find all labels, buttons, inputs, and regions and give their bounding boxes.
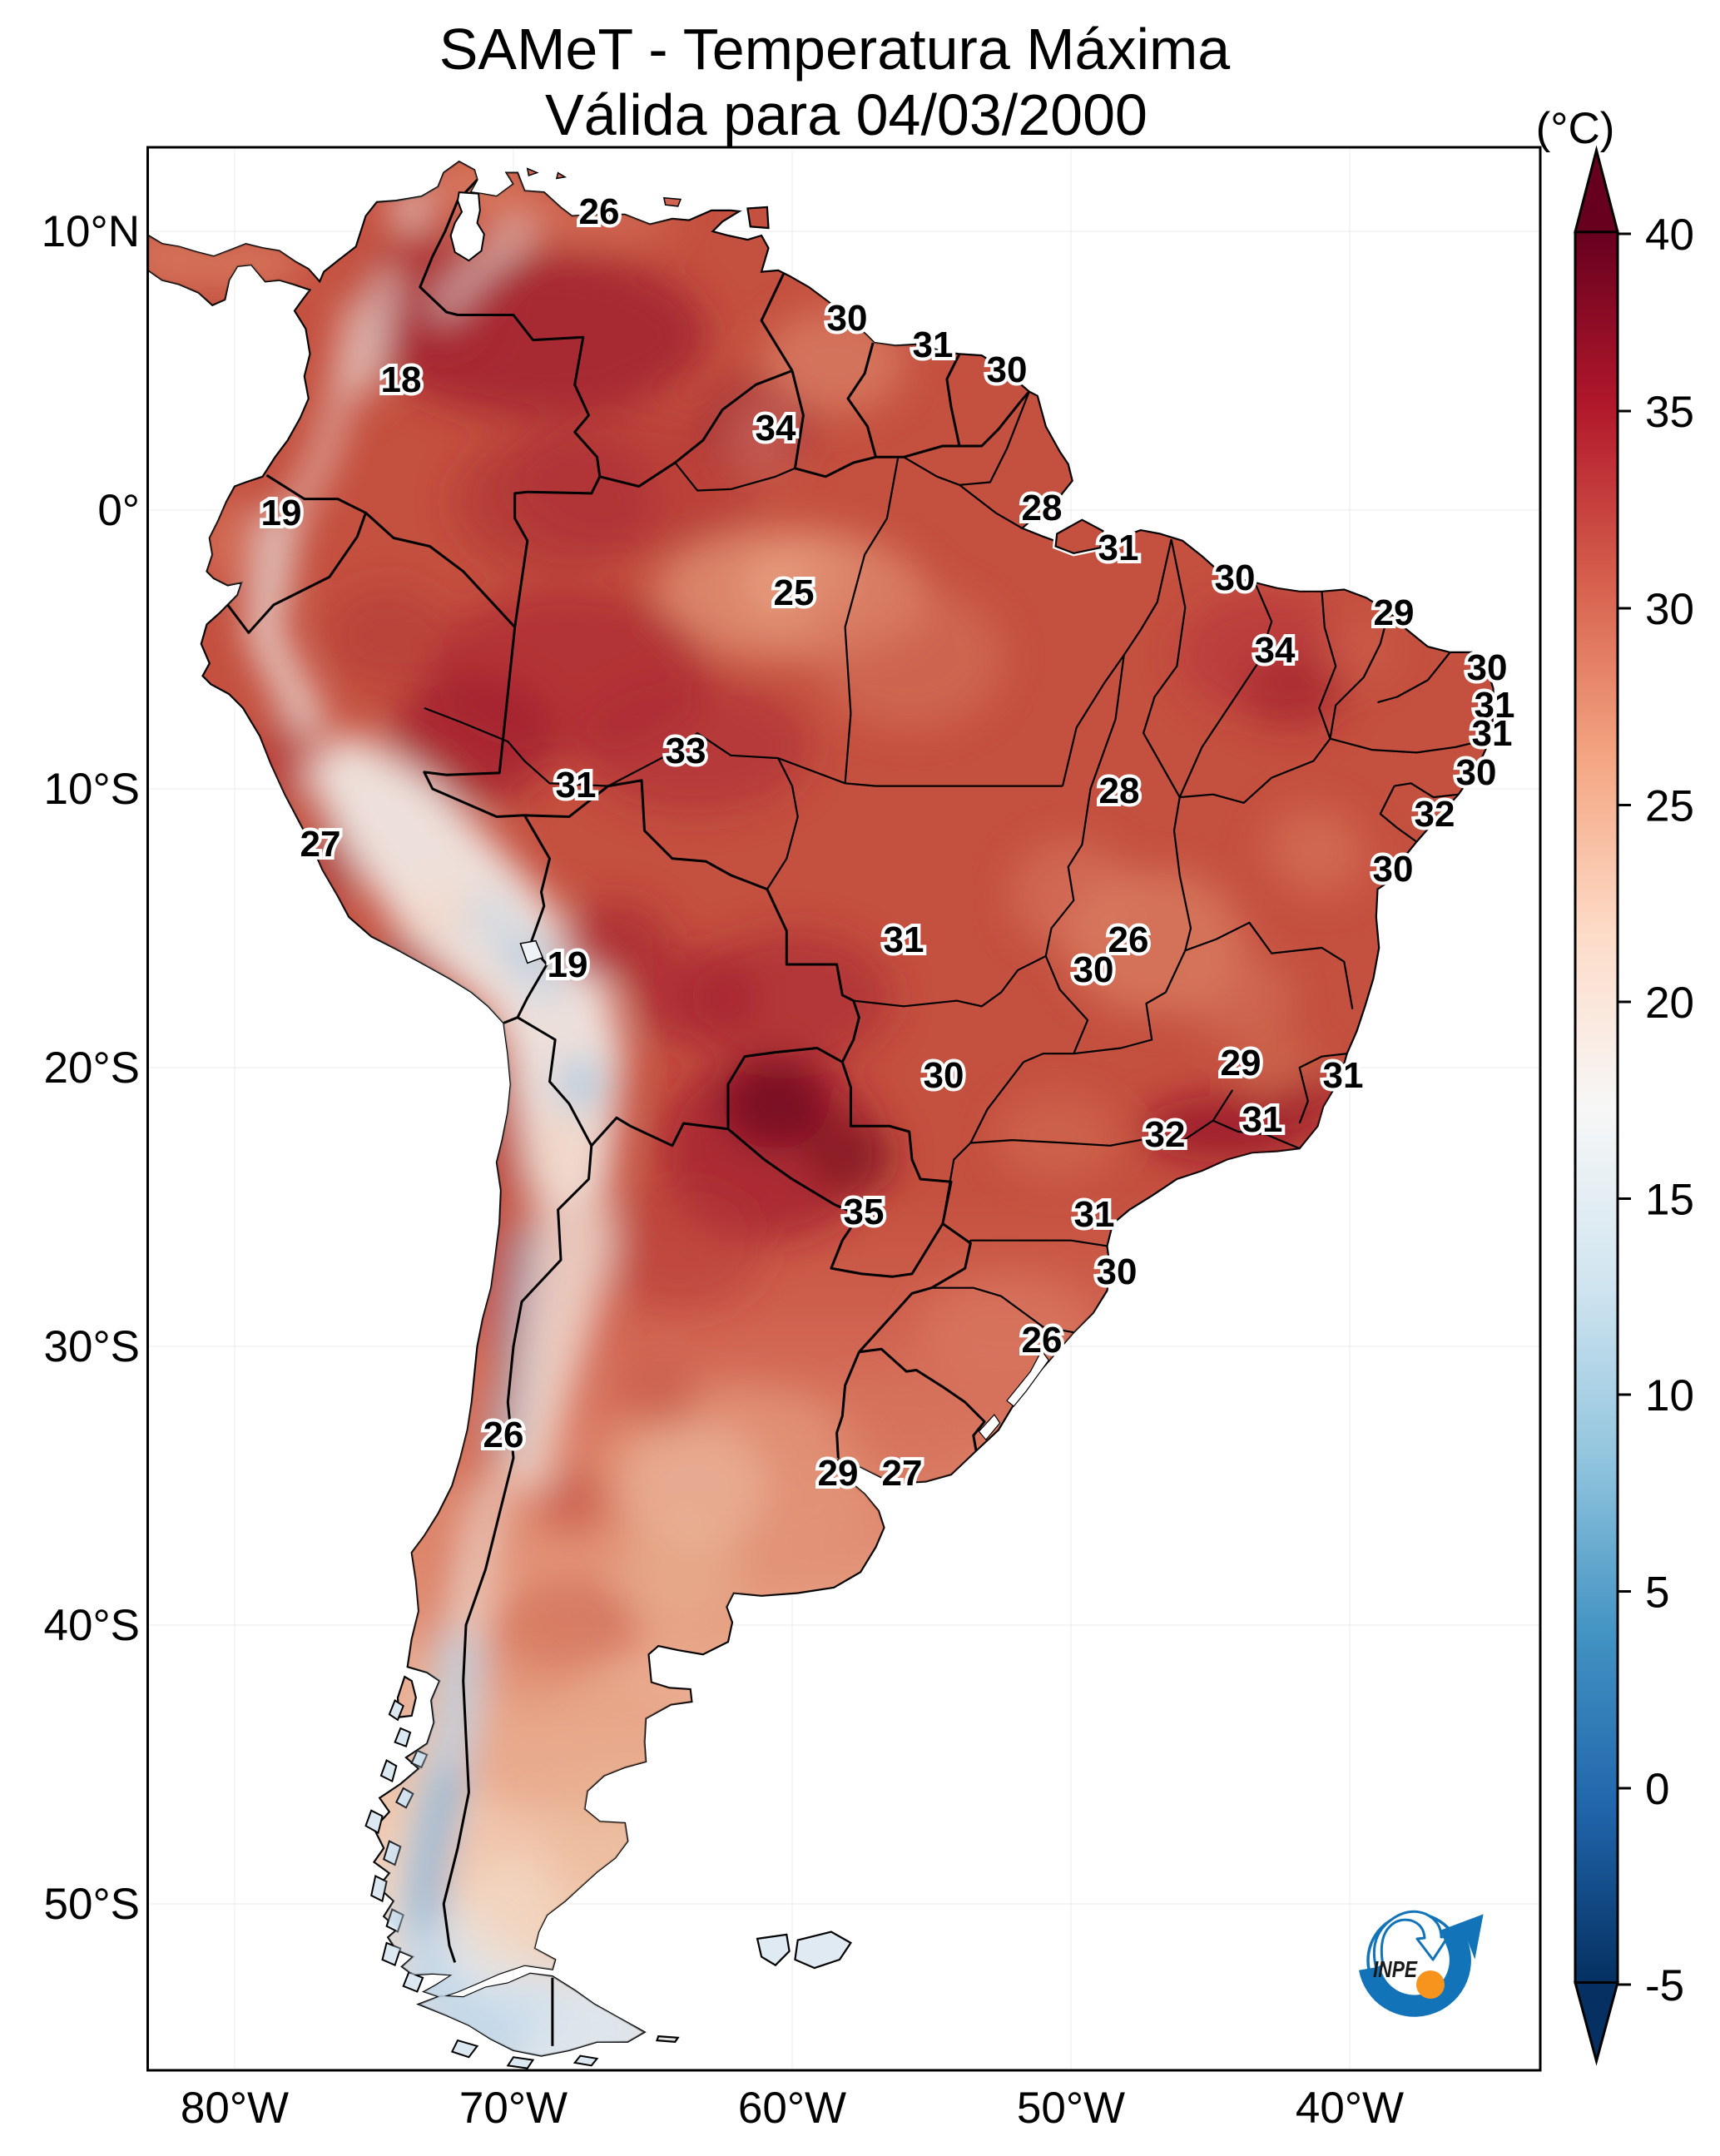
svg-text:19: 19 [548,944,588,985]
svg-text:34: 34 [756,408,796,449]
svg-text:28: 28 [1022,488,1063,528]
svg-text:40°S: 40°S [44,1601,141,1650]
svg-text:29: 29 [818,1453,859,1494]
svg-text:Válida para 04/03/2000: Válida para 04/03/2000 [545,82,1147,147]
svg-text:10°N: 10°N [42,207,140,256]
svg-text:27: 27 [882,1453,923,1494]
svg-text:10°S: 10°S [44,765,141,814]
svg-text:18: 18 [381,359,422,400]
svg-text:32: 32 [1145,1114,1186,1155]
svg-text:(°C): (°C) [1536,104,1615,153]
svg-text:30: 30 [924,1055,964,1096]
svg-text:20°S: 20°S [44,1043,141,1093]
svg-text:30: 30 [1073,949,1114,990]
svg-text:35: 35 [1645,388,1694,437]
svg-text:30: 30 [1373,849,1414,890]
svg-text:31: 31 [556,765,597,805]
svg-text:34: 34 [1255,630,1296,671]
svg-text:40: 40 [1645,211,1694,260]
svg-text:26: 26 [483,1415,524,1455]
svg-text:30: 30 [1456,752,1497,793]
svg-text:25: 25 [774,572,815,613]
svg-text:27: 27 [300,824,341,865]
svg-text:INPE: INPE [1373,1956,1418,1982]
svg-text:29: 29 [1221,1043,1261,1083]
svg-text:60°W: 60°W [738,2084,846,2133]
svg-text:80°W: 80°W [181,2084,289,2133]
svg-text:31: 31 [913,325,954,365]
svg-text:31: 31 [1475,685,1515,726]
svg-text:28: 28 [1099,771,1140,811]
svg-text:-5: -5 [1645,1961,1684,2010]
svg-text:35: 35 [844,1192,885,1232]
svg-text:50°W: 50°W [1017,2084,1125,2133]
svg-text:15: 15 [1645,1176,1694,1225]
svg-text:31: 31 [1323,1055,1364,1096]
svg-text:26: 26 [1022,1320,1063,1361]
svg-text:25: 25 [1645,782,1694,831]
svg-text:40°W: 40°W [1296,2084,1404,2133]
svg-text:30: 30 [1215,558,1256,598]
svg-text:19: 19 [261,493,302,533]
svg-text:SAMeT - Temperatura Máxima: SAMeT - Temperatura Máxima [439,17,1231,82]
svg-text:31: 31 [1074,1194,1115,1235]
svg-text:5: 5 [1645,1569,1669,1618]
svg-text:20: 20 [1645,979,1694,1028]
svg-text:50°S: 50°S [44,1880,141,1929]
svg-text:32: 32 [1415,794,1455,835]
svg-text:31: 31 [1098,528,1139,568]
svg-text:30: 30 [827,298,868,339]
svg-text:26: 26 [1108,919,1149,960]
svg-text:30: 30 [987,349,1028,390]
svg-text:31: 31 [884,919,924,960]
svg-text:30: 30 [1097,1251,1138,1292]
svg-text:10: 10 [1645,1371,1694,1420]
svg-text:31: 31 [1242,1099,1283,1140]
svg-text:29: 29 [1374,592,1415,633]
svg-text:30: 30 [1645,585,1694,634]
svg-text:70°W: 70°W [459,2084,568,2133]
svg-text:31: 31 [1472,713,1513,754]
svg-text:30°S: 30°S [44,1322,141,1371]
svg-text:30: 30 [1467,647,1508,688]
svg-text:0°: 0° [97,486,140,535]
svg-text:0: 0 [1645,1765,1669,1814]
svg-text:26: 26 [579,191,620,232]
svg-text:33: 33 [666,731,706,771]
